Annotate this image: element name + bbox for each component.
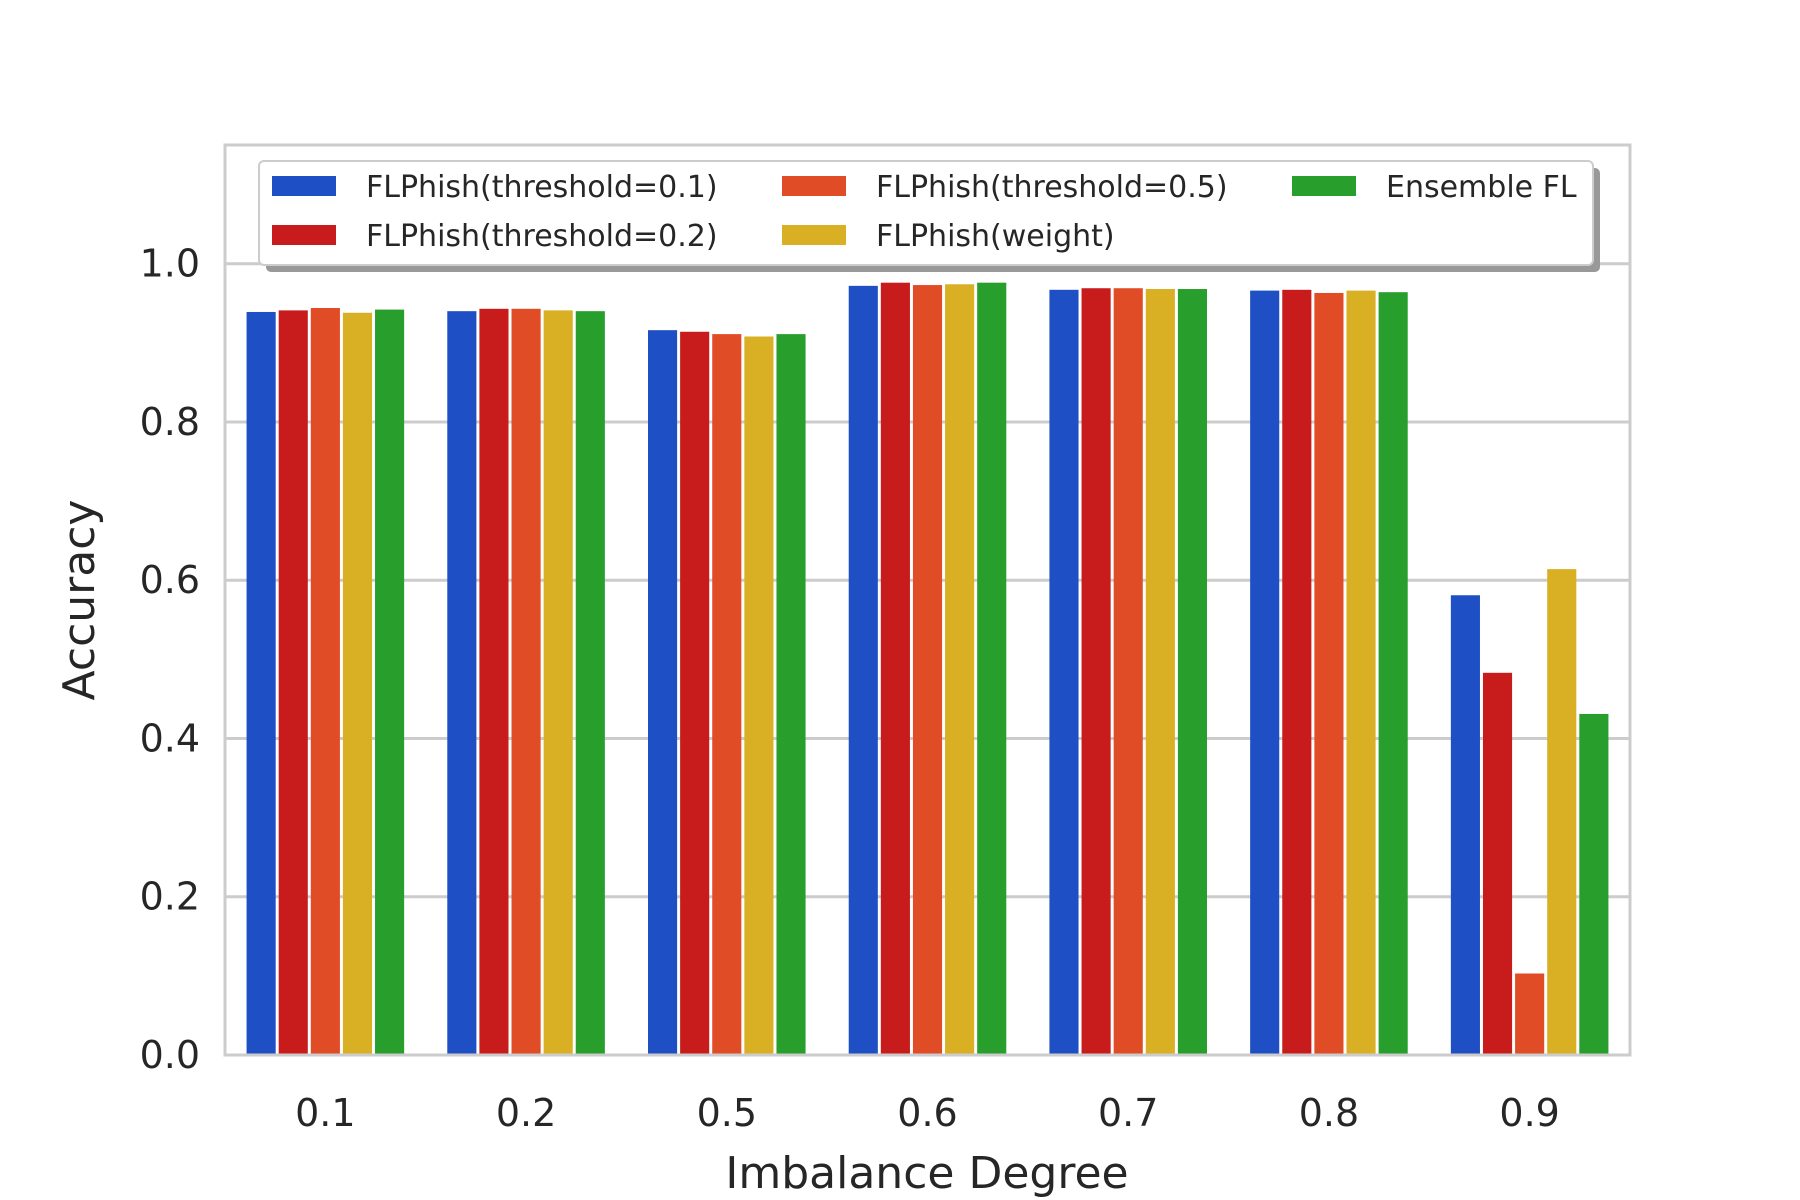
bar bbox=[1450, 595, 1480, 1055]
bar bbox=[977, 282, 1007, 1055]
legend-swatch bbox=[782, 176, 846, 196]
bar bbox=[648, 330, 678, 1055]
bar bbox=[848, 285, 878, 1055]
y-tick-label: 0.2 bbox=[140, 875, 200, 919]
bar bbox=[945, 284, 975, 1056]
bar bbox=[479, 308, 509, 1055]
x-tick-label: 0.1 bbox=[295, 1091, 355, 1135]
legend-swatch bbox=[272, 225, 336, 245]
legend-label: FLPhish(weight) bbox=[876, 219, 1115, 254]
bar bbox=[1081, 288, 1111, 1055]
legend-swatch bbox=[1292, 176, 1356, 196]
legend-swatch bbox=[272, 176, 336, 196]
bar bbox=[1515, 973, 1545, 1055]
bar bbox=[1145, 289, 1175, 1055]
bar bbox=[278, 310, 308, 1056]
legend: FLPhish(threshold=0.1) FLPhish(threshold=… bbox=[258, 160, 1600, 272]
bar bbox=[575, 311, 605, 1055]
bar bbox=[1378, 292, 1408, 1055]
bar bbox=[447, 311, 477, 1055]
legend-label: FLPhish(threshold=0.1) bbox=[366, 170, 718, 205]
legend-swatch bbox=[782, 225, 846, 245]
bar bbox=[712, 334, 742, 1056]
bar bbox=[1049, 289, 1079, 1055]
bar bbox=[1177, 289, 1207, 1055]
bar bbox=[310, 308, 340, 1056]
y-tick-label: 0.8 bbox=[140, 400, 200, 444]
x-tick-label: 0.9 bbox=[1499, 1091, 1559, 1135]
bar bbox=[912, 285, 943, 1055]
legend-label: FLPhish(threshold=0.5) bbox=[876, 170, 1228, 205]
plot-frame bbox=[223, 143, 1632, 1057]
bar bbox=[1314, 292, 1344, 1056]
x-tick-label: 0.5 bbox=[697, 1091, 757, 1135]
bar bbox=[744, 336, 774, 1055]
bar bbox=[1282, 289, 1312, 1055]
x-axis-label: Imbalance Degree bbox=[725, 1148, 1128, 1199]
bar bbox=[1113, 288, 1143, 1055]
legend-box bbox=[258, 160, 1594, 266]
legend-label: Ensemble FL bbox=[1386, 170, 1577, 205]
bar bbox=[1250, 290, 1280, 1056]
y-axis-label: Accuracy bbox=[54, 500, 105, 701]
bar bbox=[776, 334, 806, 1056]
x-axis-ticks: 0.1 0.2 0.5 0.6 0.7 0.8 0.9 bbox=[295, 1091, 1560, 1135]
bar bbox=[880, 282, 910, 1055]
bar bbox=[1579, 713, 1609, 1055]
y-tick-label: 0.0 bbox=[140, 1033, 200, 1077]
y-tick-label: 0.6 bbox=[140, 558, 200, 602]
x-tick-label: 0.7 bbox=[1098, 1091, 1158, 1135]
bars bbox=[246, 282, 1609, 1056]
x-tick-label: 0.8 bbox=[1299, 1091, 1359, 1135]
bar bbox=[680, 331, 710, 1056]
bar bbox=[375, 309, 405, 1055]
bar bbox=[246, 311, 276, 1055]
legend-label: FLPhish(threshold=0.2) bbox=[366, 219, 718, 254]
bar bbox=[342, 312, 373, 1055]
x-tick-label: 0.2 bbox=[496, 1091, 556, 1135]
x-tick-label: 0.6 bbox=[897, 1091, 957, 1135]
y-tick-label: 0.4 bbox=[140, 716, 200, 760]
y-tick-label: 1.0 bbox=[140, 242, 200, 286]
bar bbox=[511, 308, 541, 1055]
bar bbox=[543, 310, 573, 1056]
bar bbox=[1346, 290, 1376, 1056]
y-axis-ticks: 0.0 0.2 0.4 0.6 0.8 1.0 bbox=[140, 242, 200, 1077]
bar bbox=[1482, 672, 1513, 1055]
bar bbox=[1547, 569, 1577, 1055]
